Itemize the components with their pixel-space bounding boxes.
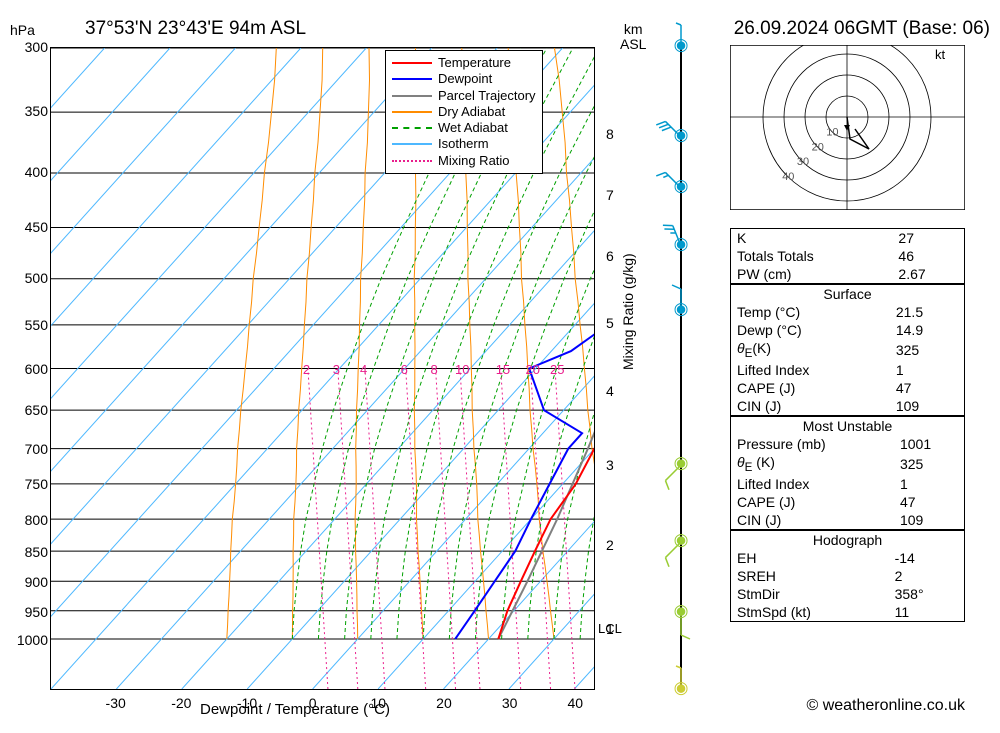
ytick-km: 5 xyxy=(606,315,614,331)
mixing-ratio-label: 2 xyxy=(303,362,310,377)
xtick-temp: 30 xyxy=(502,695,518,711)
title-location: 37°53'N 23°43'E 94m ASL xyxy=(85,18,306,40)
hodograph-table: Hodograph EH-14 SREH2 StmDir358° StmSpd … xyxy=(730,530,965,622)
legend-label: Temperature xyxy=(438,55,511,71)
mixing-ratio-label: 25 xyxy=(550,362,564,377)
svg-text:kt: kt xyxy=(935,47,946,62)
ytick-pressure: 500 xyxy=(10,270,48,286)
hodograph-chart: kt 10203040 xyxy=(730,45,965,210)
ytick-km: 3 xyxy=(606,457,614,473)
chart-legend: TemperatureDewpointParcel TrajectoryDry … xyxy=(385,50,543,174)
mixing-ratio-label: 3 xyxy=(333,362,340,377)
xtick-temp: -30 xyxy=(106,695,126,711)
mostunstable-table: Most Unstable Pressure (mb)1001 θE (K)32… xyxy=(730,416,965,530)
legend-label: Wet Adiabat xyxy=(438,120,508,136)
ytick-pressure: 1000 xyxy=(10,632,48,648)
k-val: 27 xyxy=(892,229,964,248)
title-datetime: 26.09.2024 06GMT (Base: 06) xyxy=(734,18,990,40)
xtick-temp: 40 xyxy=(568,695,584,711)
ytick-pressure: 600 xyxy=(10,361,48,377)
mixing-ratio-label: 15 xyxy=(496,362,510,377)
ytick-pressure: 450 xyxy=(10,219,48,235)
mixing-ratio-label: 4 xyxy=(360,362,367,377)
ytick-km: 7 xyxy=(606,187,614,203)
xtick-temp: -10 xyxy=(237,695,257,711)
wind-barb-column: ◉◉◉◉◉◉◉◉◉ xyxy=(680,47,682,690)
mixing-ratio-label: 20 xyxy=(526,362,540,377)
legend-label: Mixing Ratio xyxy=(438,153,510,169)
xtick-temp: -20 xyxy=(171,695,191,711)
svg-text:40: 40 xyxy=(782,171,794,183)
ytick-km: 4 xyxy=(606,383,614,399)
surface-table: Surface Temp (°C)21.5 Dewp (°C)14.9 θE(K… xyxy=(730,284,965,416)
indices-table: K27 Totals Totals46 PW (cm)2.67 xyxy=(730,228,965,284)
mixing-ratio-label: 10 xyxy=(455,362,469,377)
legend-label: Dewpoint xyxy=(438,71,492,87)
ylabel-altitude: kmASL xyxy=(620,22,646,53)
legend-label: Parcel Trajectory xyxy=(438,88,536,104)
data-tables: K27 Totals Totals46 PW (cm)2.67 Surface … xyxy=(730,228,965,622)
hodo-header: Hodograph xyxy=(731,530,965,549)
ytick-pressure: 700 xyxy=(10,441,48,457)
legend-label: Isotherm xyxy=(438,136,489,152)
xtick-temp: 10 xyxy=(371,695,387,711)
svg-text:30: 30 xyxy=(797,156,809,168)
svg-text:20: 20 xyxy=(812,141,824,153)
ytick-pressure: 650 xyxy=(10,402,48,418)
ylabel-mixing: Mixing Ratio (g/kg) xyxy=(620,253,636,370)
pw-val: 2.67 xyxy=(892,265,964,284)
ytick-km: 2 xyxy=(606,537,614,553)
ytick-pressure: 550 xyxy=(10,317,48,333)
svg-text:10: 10 xyxy=(826,127,838,139)
ytick-km: 6 xyxy=(606,248,614,264)
ytick-pressure: 900 xyxy=(10,574,48,590)
ytick-pressure: 400 xyxy=(10,164,48,180)
tt-label: Totals Totals xyxy=(731,247,893,265)
ylabel-pressure: hPa xyxy=(10,22,35,38)
ytick-pressure: 850 xyxy=(10,544,48,560)
k-label: K xyxy=(731,229,893,248)
copyright-text: © weatheronline.co.uk xyxy=(806,697,965,715)
tt-val: 46 xyxy=(892,247,964,265)
mu-header: Most Unstable xyxy=(731,416,965,435)
xlabel-temp: Dewpoint / Temperature (°C) xyxy=(200,701,390,718)
ytick-pressure: 350 xyxy=(10,103,48,119)
mixing-ratio-label: 6 xyxy=(401,362,408,377)
ytick-pressure: 750 xyxy=(10,476,48,492)
legend-label: Dry Adiabat xyxy=(438,104,505,120)
lcl-label: LCL xyxy=(598,621,622,636)
xtick-temp: 20 xyxy=(436,695,452,711)
ytick-pressure: 950 xyxy=(10,604,48,620)
surface-header: Surface xyxy=(731,285,965,304)
mixing-ratio-label: 8 xyxy=(431,362,438,377)
ytick-km: 8 xyxy=(606,126,614,142)
ytick-pressure: 300 xyxy=(10,39,48,55)
xtick-temp: 0 xyxy=(309,695,317,711)
pw-label: PW (cm) xyxy=(731,265,893,284)
ytick-pressure: 800 xyxy=(10,512,48,528)
